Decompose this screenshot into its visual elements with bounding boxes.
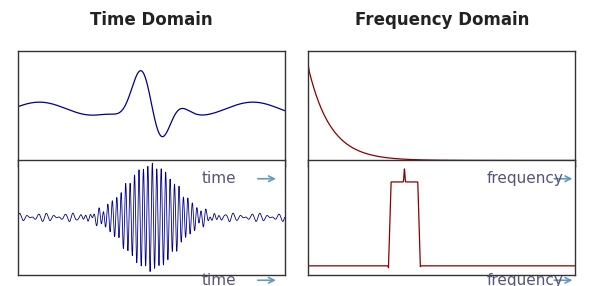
Text: time: time: [202, 273, 236, 286]
Text: time: time: [202, 171, 236, 186]
Text: Time Domain: Time Domain: [90, 11, 212, 29]
Text: Frequency Domain: Frequency Domain: [355, 11, 529, 29]
Text: frequency: frequency: [486, 171, 563, 186]
Text: frequency: frequency: [486, 273, 563, 286]
